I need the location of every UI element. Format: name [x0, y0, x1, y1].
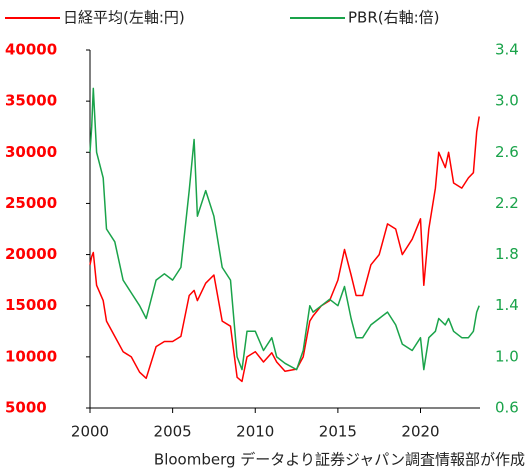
y2-tick-label: 0.6	[495, 399, 519, 417]
y2-tick-label: 2.6	[495, 143, 519, 161]
y2-tick-label: 3.4	[495, 41, 519, 59]
series-line	[89, 87, 480, 371]
x-tick-label: 2020	[401, 423, 439, 441]
y2-tick-label: 1.8	[495, 245, 519, 263]
y-tick-label: 10000	[5, 347, 57, 365]
y2-tick-label: 1.4	[495, 296, 519, 314]
y-tick-label: 15000	[5, 296, 57, 314]
y-tick-label: 30000	[5, 143, 57, 161]
x-tick-label: 2005	[154, 423, 192, 441]
x-tick-label: 2010	[236, 423, 274, 441]
legend-label: 日経平均(左軸:円)	[63, 9, 185, 27]
x-tick-label: 2000	[71, 423, 109, 441]
y-tick-label: 35000	[5, 92, 57, 110]
legend-label: PBR(右軸:倍)	[348, 9, 440, 27]
y2-tick-label: 1.0	[495, 347, 519, 365]
y2-tick-label: 2.2	[495, 194, 519, 212]
y-tick-label: 20000	[5, 245, 57, 263]
y2-tick-label: 3.0	[495, 92, 519, 110]
source-note: Bloomberg データより証券ジャパン調査情報部が作成	[154, 451, 525, 469]
x-tick-label: 2015	[319, 423, 357, 441]
y-tick-label: 5000	[5, 399, 47, 417]
y-tick-label: 25000	[5, 194, 57, 212]
y-tick-label: 40000	[5, 41, 57, 59]
series-line	[89, 116, 480, 383]
